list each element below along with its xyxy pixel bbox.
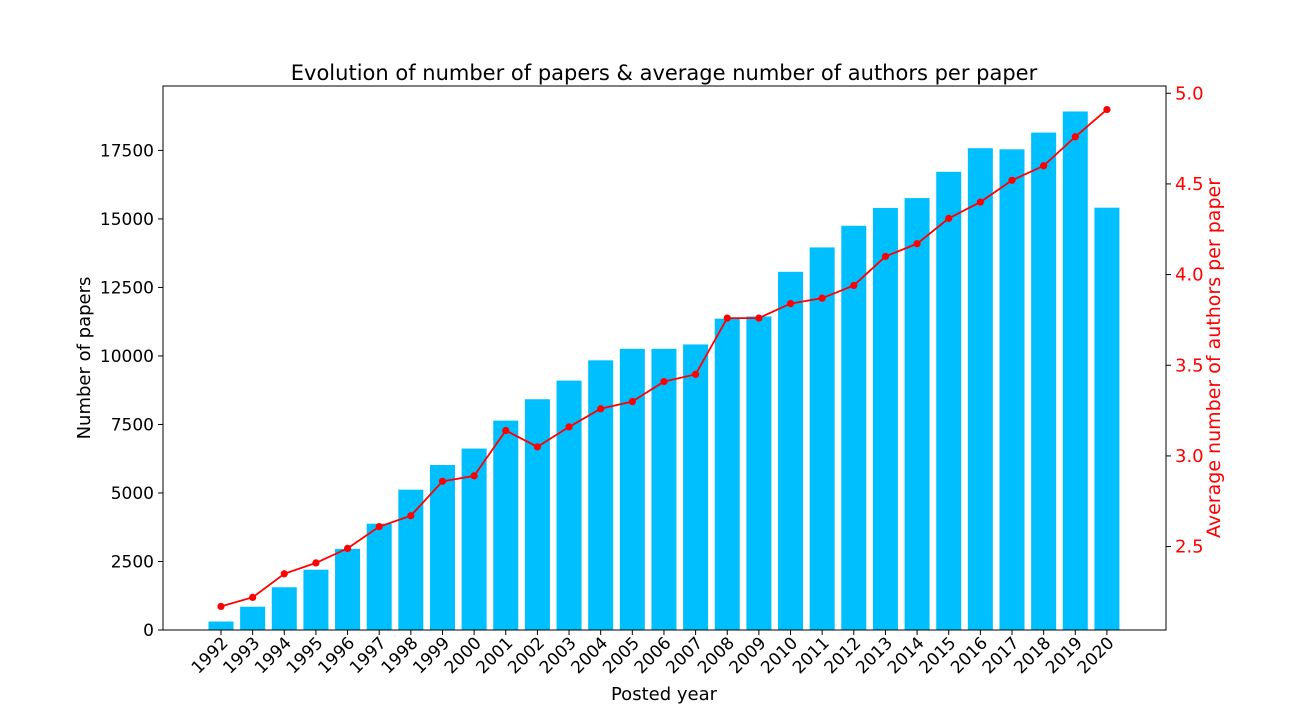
- avg-authors-point-2018: [1040, 162, 1048, 170]
- bar-2008: [714, 318, 740, 630]
- avg-authors-point-2002: [533, 443, 542, 451]
- y2-tick-label: 2.5: [1175, 537, 1204, 558]
- avg-authors-point-2004: [597, 405, 605, 413]
- bar-2012: [841, 225, 867, 631]
- avg-authors-point-2010: [786, 300, 795, 308]
- avg-authors-point-2003: [565, 423, 573, 431]
- avg-authors-point-2005: [628, 397, 636, 406]
- y2-tick-label: 3.5: [1175, 355, 1204, 376]
- bar-1998: [398, 489, 424, 630]
- avg-authors-point-2008: [723, 314, 731, 322]
- x-axis-label: Posted year: [611, 684, 718, 705]
- bar-2004: [588, 360, 614, 630]
- y-tick-label: 17500: [100, 141, 154, 161]
- y2-tick-label: 5.0: [1175, 83, 1204, 104]
- bar-1996: [335, 548, 361, 630]
- avg-authors-point-2007: [692, 370, 700, 378]
- avg-authors-point-1998: [407, 512, 415, 520]
- right-y-axis-label: Average number of authors per paper: [1203, 178, 1225, 538]
- avg-authors-point-2001: [502, 426, 510, 435]
- bar-2010: [778, 271, 804, 630]
- bar-1995: [303, 569, 329, 630]
- bar-2020: [1094, 207, 1120, 630]
- bar-2017: [999, 149, 1025, 630]
- bar-1992: [208, 621, 234, 630]
- avg-authors-point-1996: [343, 544, 352, 553]
- avg-authors-point-2006: [660, 377, 668, 386]
- bar-2018: [1031, 132, 1057, 630]
- avg-authors-point-2012: [850, 281, 858, 290]
- avg-authors-point-2017: [1008, 176, 1016, 184]
- bar-1994: [271, 587, 297, 630]
- bar-1997: [366, 523, 392, 630]
- right-y-axis: 2.5 3.0 3.5 4.0 4.5 5.0: [1166, 83, 1204, 558]
- avg-authors-point-2011: [818, 294, 826, 302]
- left-y-axis: 0 2500 5000 7500 10000 12500 15000 17500: [100, 141, 163, 641]
- bars-group: [208, 111, 1120, 631]
- bar-2006: [651, 348, 677, 630]
- y-tick-label: 10000: [100, 347, 154, 367]
- bar-2002: [524, 399, 550, 630]
- bar-2005: [619, 348, 645, 630]
- y2-tick-label: 4.0: [1175, 265, 1204, 286]
- avg-authors-point-1997: [375, 523, 383, 531]
- bar-2015: [936, 171, 962, 630]
- bar-2007: [683, 344, 709, 630]
- y-tick-label: 7500: [111, 415, 154, 435]
- y-tick-label: 5000: [111, 484, 154, 504]
- x-axis: 1992199319941995199619971998199920002001…: [188, 630, 1119, 678]
- y-tick-label: 0: [143, 621, 154, 641]
- avg-authors-point-1999: [438, 477, 447, 485]
- avg-authors-point-1994: [280, 570, 288, 578]
- bar-2001: [493, 420, 519, 630]
- bar-2019: [1062, 111, 1088, 630]
- avg-authors-point-2016: [976, 198, 984, 206]
- bar-2003: [556, 380, 582, 630]
- avg-authors-point-1995: [312, 559, 320, 567]
- y-tick-label: 15000: [100, 210, 154, 230]
- avg-authors-point-1993: [249, 593, 257, 601]
- bar-1999: [429, 465, 455, 630]
- bar-2014: [904, 198, 930, 630]
- avg-authors-point-2019: [1071, 133, 1079, 141]
- avg-authors-point-2009: [755, 314, 763, 322]
- avg-authors-point-2014: [913, 240, 921, 248]
- y-axis-label: Number of papers: [74, 277, 95, 440]
- plot-frame: [162, 85, 1167, 631]
- y2-tick-label: 3.0: [1175, 446, 1204, 467]
- bar-1993: [240, 606, 266, 630]
- y-tick-label: 2500: [111, 552, 154, 572]
- y-tick-label: 12500: [100, 278, 154, 298]
- bar-2009: [746, 316, 772, 630]
- line-group: [217, 105, 1111, 611]
- bar-2016: [967, 148, 993, 631]
- x-tick-label: 2020: [1074, 633, 1119, 678]
- avg-authors-point-2020: [1103, 105, 1111, 114]
- avg-authors-point-2015: [945, 214, 953, 222]
- chart-title: Evolution of number of papers & average …: [291, 61, 1038, 85]
- avg-authors-point-1992: [217, 602, 225, 611]
- bar-2013: [872, 207, 898, 631]
- avg-authors-point-2000: [470, 472, 478, 480]
- bar-2011: [809, 247, 835, 630]
- y2-tick-label: 4.5: [1175, 174, 1204, 195]
- avg-authors-point-2013: [881, 252, 890, 261]
